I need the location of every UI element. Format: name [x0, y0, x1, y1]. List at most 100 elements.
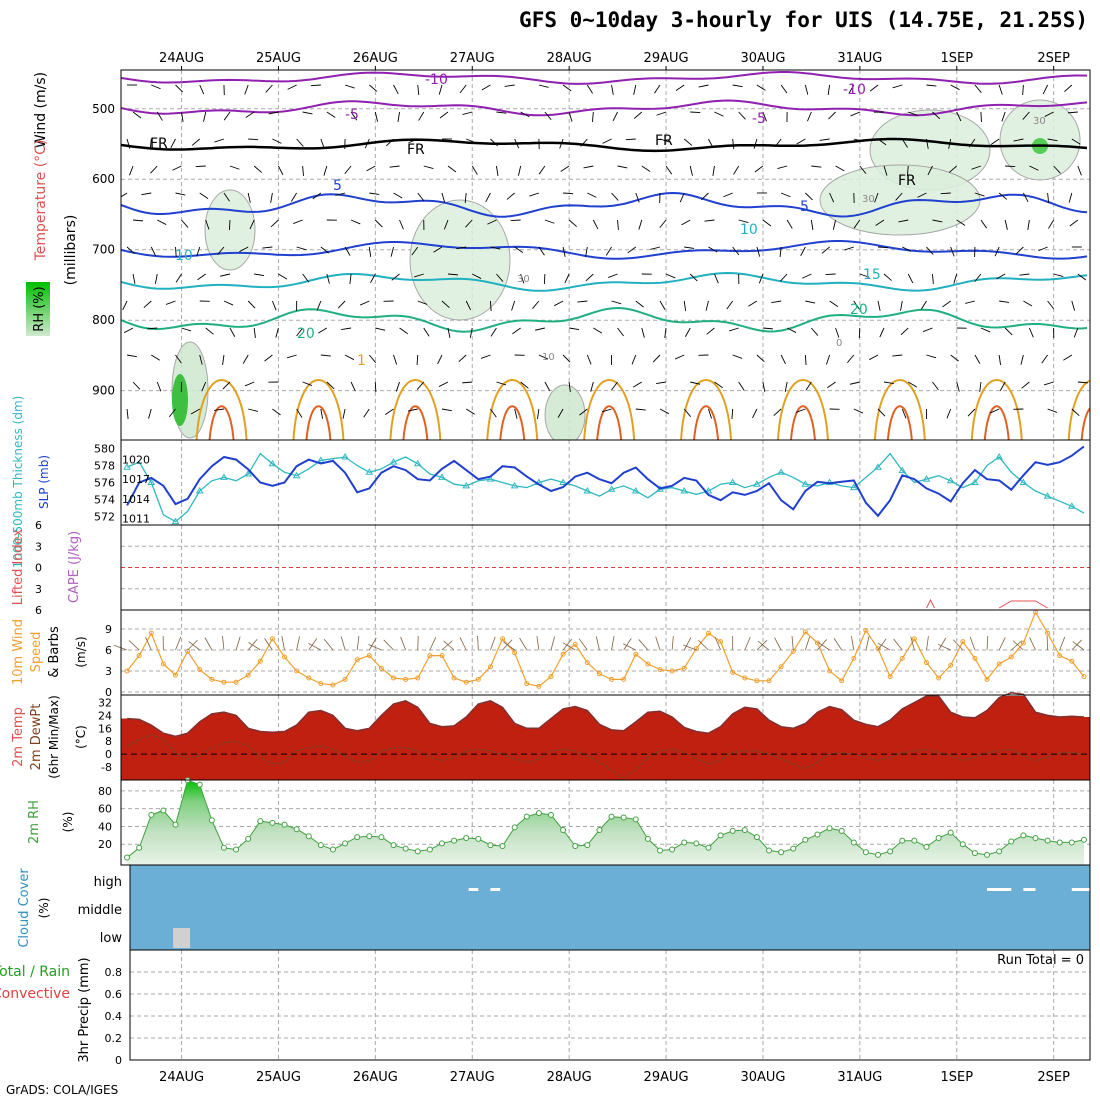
rh-point — [693, 840, 700, 847]
wind-barb — [858, 327, 861, 339]
wind-barb — [349, 273, 352, 284]
wind-speed-point — [451, 675, 457, 681]
wind-speed-point — [778, 664, 784, 670]
wind-barb — [705, 300, 709, 311]
rh-point — [475, 835, 482, 842]
rh-point — [753, 834, 760, 841]
rh-point — [560, 827, 567, 833]
wind-barb — [496, 111, 507, 114]
wind-barb — [968, 138, 976, 148]
rh-point — [790, 845, 797, 852]
wind-barb — [917, 192, 927, 198]
wind-barb — [762, 327, 773, 330]
cloud-level-label: low — [100, 931, 123, 946]
wind-barb — [544, 219, 555, 224]
rh-point — [1032, 835, 1039, 841]
wind-barb-10m — [623, 643, 636, 651]
ylabel-cloud-cover: Cloud Cover — [17, 868, 32, 948]
wind-barb — [229, 165, 240, 170]
wind-unit: (m/s) — [74, 636, 88, 667]
wind-barb — [471, 165, 478, 175]
wind-barb — [592, 219, 599, 230]
thickness-tick-label: 576 — [94, 477, 115, 490]
wind-barb-10m — [264, 638, 273, 651]
contour-label: 10 — [542, 352, 555, 363]
wind-barb — [586, 84, 594, 94]
wind-barb — [659, 138, 670, 143]
wind-barb-10m — [550, 636, 556, 651]
wind-barb-10m — [443, 640, 455, 651]
wind-barb — [592, 111, 594, 123]
wind-barb — [272, 138, 282, 144]
wind-barb-10m — [308, 638, 318, 651]
wind-speed-point — [887, 674, 893, 680]
wind-barb — [859, 165, 867, 175]
wind-barb — [203, 111, 207, 122]
pressure-tick-label: 500 — [92, 102, 115, 116]
wind-barb — [165, 300, 176, 305]
wind-barb — [487, 219, 497, 225]
temp-contour-hot — [402, 405, 429, 440]
wind-barb — [1022, 111, 1030, 120]
wind-barb — [979, 381, 982, 392]
wind-barb — [290, 192, 298, 202]
wind-barb — [829, 300, 839, 307]
wind-barb — [1053, 273, 1064, 278]
wind-barb — [1071, 408, 1080, 417]
slp-tick-label: 1014 — [122, 493, 150, 506]
wind-barb-10m — [128, 640, 140, 651]
wind-barb — [780, 192, 791, 198]
wind-barb — [738, 219, 749, 224]
temp-contour-hot — [789, 405, 816, 440]
ylabel-dewpoint: 2m DewPt — [29, 704, 44, 771]
wind-barb — [585, 246, 588, 257]
thickness-point — [171, 517, 180, 525]
rh-point — [632, 816, 639, 823]
temp-contour-hot — [208, 405, 235, 440]
rh-point — [620, 814, 627, 821]
rh-point — [778, 849, 785, 856]
rh-point — [160, 807, 167, 814]
wind-barb — [496, 381, 507, 386]
wind-barb — [922, 327, 933, 333]
contour-label: -5 — [345, 107, 359, 123]
date-label-top: 29AUG — [644, 51, 689, 66]
wind-barb-10m — [865, 636, 870, 651]
cloud-cover-area — [130, 865, 1090, 950]
wind-barb — [786, 327, 797, 333]
wind-speed-point — [693, 646, 699, 652]
wind-barb — [150, 165, 158, 174]
rh-point — [136, 844, 143, 851]
wind-barb — [199, 354, 203, 365]
ylabel-minmax: (6hr Min/Max) — [47, 695, 61, 779]
wind-barb — [520, 381, 529, 389]
wind-barb-10m — [850, 636, 855, 651]
wind-barb — [900, 327, 909, 336]
wind-barb — [805, 300, 816, 304]
wind-speed-point — [536, 683, 542, 689]
wind-barb-10m — [998, 637, 1006, 651]
wind-speed-point — [1081, 674, 1087, 680]
wind-barb — [681, 219, 691, 226]
wind-barb — [1071, 138, 1081, 145]
wind-barb — [554, 300, 564, 307]
wind-barb — [1067, 111, 1078, 114]
wind-barb — [901, 138, 908, 148]
wind-barb — [920, 300, 927, 310]
wind-barb — [296, 408, 303, 418]
wind-barb — [994, 246, 1000, 257]
date-label-bottom: 1SEP — [940, 1070, 973, 1085]
wind-speed-point — [233, 679, 239, 685]
thickness-point — [341, 453, 349, 460]
wind-barb — [1047, 138, 1058, 142]
wind-barb — [950, 354, 959, 362]
wind-speed-line — [126, 610, 1085, 688]
wind-barb — [869, 84, 879, 92]
wind-barb — [384, 408, 394, 415]
wind-barb — [437, 354, 443, 365]
wind-barb — [683, 408, 692, 417]
wind-barb — [754, 165, 764, 173]
wind-barb — [580, 138, 588, 147]
wind-barb-10m — [187, 639, 198, 651]
wind-barb — [807, 111, 812, 122]
